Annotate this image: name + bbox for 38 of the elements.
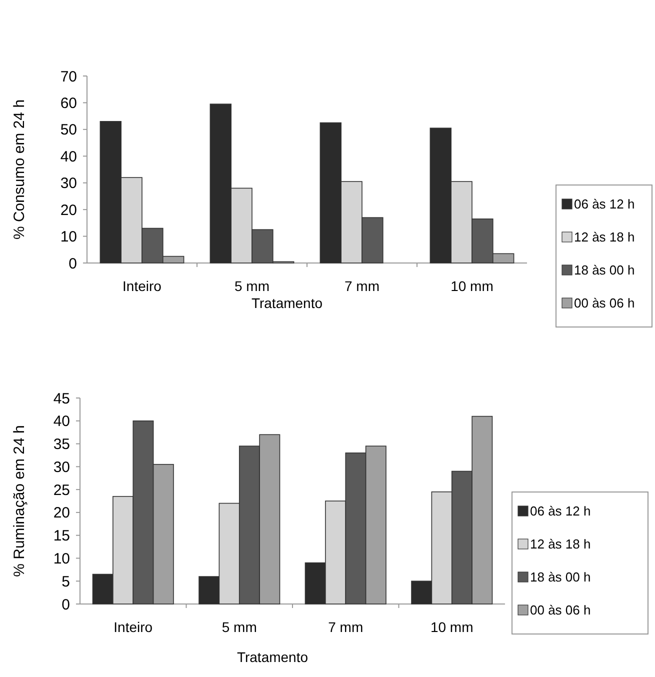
x-tick-label: 10 mm: [430, 619, 474, 635]
y-tick-label: 25: [53, 482, 70, 499]
y-tick-label: 15: [53, 528, 70, 545]
x-tick-label: 5 mm: [234, 278, 270, 294]
y-tick-label: 40: [60, 148, 77, 166]
legend-label: 06 às 12 h: [574, 196, 635, 212]
y-tick-label: 60: [60, 94, 77, 112]
y-tick-label: 45: [53, 390, 70, 408]
x-tick-label: 7 mm: [328, 619, 364, 635]
y-axis-title: % Ruminação em 24 h: [11, 425, 28, 577]
y-axis-title: % Consumo em 24 h: [11, 99, 28, 240]
legend-label: 18 às 00 h: [530, 570, 591, 585]
y-tick-label: 50: [60, 122, 77, 139]
y-tick-label: 0: [62, 596, 70, 614]
x-tick-label: 5 mm: [222, 619, 257, 635]
legend-label: 18 às 00 h: [574, 262, 635, 278]
legend-label: 00 às 06 h: [574, 296, 635, 311]
y-tick-label: 20: [53, 504, 70, 522]
x-tick-label: Inteiro: [114, 619, 153, 635]
y-tick-label: 40: [53, 413, 70, 430]
y-tick-label: 35: [53, 436, 70, 454]
y-tick-label: 5: [62, 573, 70, 590]
x-tick-label: 7 mm: [344, 278, 380, 294]
y-tick-label: 10: [53, 550, 70, 568]
y-tick-label: 20: [60, 202, 77, 219]
legend-label: 12 às 18 h: [574, 230, 635, 245]
y-tick-label: 30: [53, 458, 70, 476]
x-axis-title: Tratamento: [236, 649, 308, 665]
x-axis-title: Tratamento: [251, 295, 323, 311]
x-tick-label: Inteiro: [122, 278, 162, 294]
x-tick-label: 10 mm: [450, 278, 494, 294]
legend-label: 00 às 06 h: [530, 602, 591, 618]
y-tick-label: 0: [68, 255, 77, 272]
legend-label: 06 às 12 h: [530, 504, 591, 519]
y-tick-label: 70: [60, 68, 77, 86]
y-tick-label: 30: [60, 175, 77, 192]
legend-label: 12 às 18 h: [530, 536, 591, 552]
y-tick-label: 10: [60, 228, 77, 246]
